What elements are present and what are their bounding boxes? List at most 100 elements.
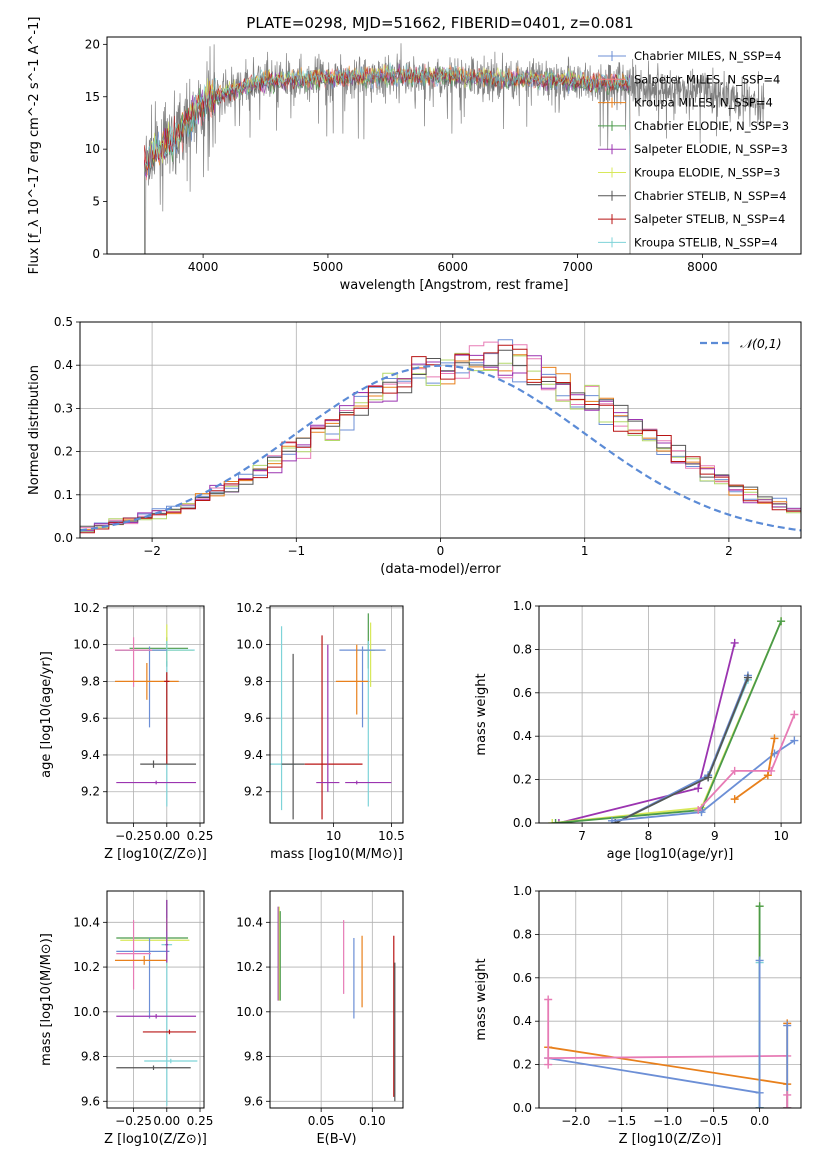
y-tick-label: 20 — [85, 37, 100, 51]
x-tick-label: 7000 — [562, 260, 593, 274]
weight-series-line — [552, 620, 782, 823]
spectrum-panel: 4000 5000 6000 7000 8000 0 5 10 15 20 wavelength [… — [27, 17, 802, 293]
y-tick-label: 9.4 — [244, 748, 263, 762]
x-tick-label: −0.5 — [699, 1114, 728, 1128]
y-tick-label: 10.4 — [73, 915, 100, 929]
y-tick-label: 10.0 — [236, 1005, 263, 1019]
plot-area — [270, 613, 392, 820]
plot-area — [277, 906, 396, 1102]
y-tick-label: 0.4 — [513, 729, 532, 743]
axes-frame — [269, 890, 404, 1109]
y-axis-label: Normed distribution — [27, 365, 42, 495]
model-spectrum-line — [144, 62, 631, 254]
x-tick-label: 6000 — [437, 260, 468, 274]
weight-point-marker — [544, 995, 553, 1004]
y-tick-label: 10.0 — [236, 638, 263, 652]
x-tick-label: −2 — [143, 544, 161, 558]
weight-series-line — [548, 1046, 788, 1085]
residual-histogram-panel: −2 −1 0 1 2 0.0 0.1 0.2 0.3 0.4 0.5 (data-model)/er… — [27, 315, 802, 577]
age-vs-mass-panel: 10 10.5 9.2 9.4 9.6 9.8 10.0 10.2 mass [log10(M/… — [236, 601, 405, 862]
x-axis-label: Z [log10(Z/Z⊙)] — [619, 1132, 722, 1147]
weight-point-marker — [763, 771, 772, 780]
y-tick-label: 0.4 — [54, 358, 73, 372]
x-tick-label: 0.05 — [308, 1114, 335, 1128]
x-tick-label: 4000 — [188, 260, 219, 274]
y-tick-label: 10.4 — [236, 915, 263, 929]
x-axis-label: wavelength [Angstrom, rest frame] — [340, 278, 569, 293]
x-tick-label: 1 — [581, 544, 589, 558]
y-tick-label: 10 — [85, 142, 100, 156]
y-tick-label: 9.4 — [81, 748, 100, 762]
y-axis-label: mass weight — [474, 673, 489, 755]
y-tick-label: 0.8 — [513, 642, 532, 656]
axes-frame — [106, 890, 205, 1109]
observed-spectrum-line — [144, 43, 765, 254]
weight-vs-metallicity-panel: −2.0 −1.5 −1.0 −0.5 0.0 0.0 0.2 0.4 0.6 0.8 1.0 Z [… — [474, 884, 802, 1147]
weight-point-marker — [704, 773, 713, 782]
x-tick-label: 0.00 — [153, 1114, 180, 1128]
y-tick-label: 10.2 — [73, 601, 100, 615]
weight-series-line — [697, 714, 796, 811]
x-axis-label: Z [log10(Z/Z⊙)] — [104, 847, 207, 862]
y-tick-label: 0.2 — [513, 773, 532, 787]
x-tick-label: 7 — [578, 829, 586, 843]
x-axis-label: Z [log10(Z/Z⊙)] — [104, 1132, 207, 1147]
y-tick-label: 0.1 — [54, 488, 73, 502]
axes-frame — [269, 605, 404, 824]
y-axis-label: mass [log10(M/M⊙)] — [39, 933, 54, 1066]
x-tick-label: −0.25 — [115, 1114, 152, 1128]
plot-area — [144, 43, 765, 254]
y-tick-label: 10.2 — [73, 960, 100, 974]
weight-point-marker — [783, 1021, 792, 1030]
legend-entry: Kroupa STELIB, N_SSP=4 — [634, 235, 778, 249]
weight-point-marker — [548, 819, 557, 823]
legend-entry: Kroupa MILES, N_SSP=4 — [634, 96, 773, 110]
y-tick-label: 0.4 — [513, 1014, 532, 1028]
legend-entry: 𝒩(0,1) — [740, 336, 782, 351]
y-tick-label: 5 — [92, 195, 100, 209]
legend-entry: Salpeter MILES, N_SSP=4 — [634, 72, 780, 86]
y-tick-label: 10.2 — [236, 960, 263, 974]
y-tick-label: 0.8 — [513, 927, 532, 941]
mass-vs-metallicity-panel: −0.25 0.00 0.25 9.6 9.8 10.0 10.2 10.4 Z [log10(… — [39, 890, 213, 1147]
y-tick-label: 0.2 — [513, 1058, 532, 1072]
weight-point-marker — [783, 1104, 792, 1108]
x-tick-label: 2 — [725, 544, 733, 558]
y-tick-label: 9.2 — [81, 785, 100, 799]
x-tick-label: 10.5 — [378, 829, 405, 843]
weight-point-marker — [767, 766, 776, 775]
weight-point-marker — [694, 784, 703, 793]
y-axis-label: Flux [f_λ 10^-17 erg cm^-2 s^-1 A^-1] — [27, 17, 42, 275]
weight-series-line — [614, 677, 749, 823]
y-tick-label: 9.8 — [81, 674, 100, 688]
weight-point-marker — [544, 1060, 553, 1069]
y-tick-label: 9.6 — [81, 711, 100, 725]
x-tick-label: 10 — [773, 829, 788, 843]
histogram-step — [80, 344, 801, 538]
plot-area — [548, 617, 799, 823]
axes-frame — [79, 321, 802, 539]
weight-point-marker — [607, 816, 616, 823]
legend-entry: Chabrier STELIB, N_SSP=4 — [634, 189, 786, 203]
x-axis-label: age [log10(age/yr)] — [607, 847, 734, 862]
weight-series-line — [614, 679, 749, 823]
spectrum-legend: Chabrier MILES, N_SSP=4 Salpeter MILES, N… — [598, 49, 789, 249]
weight-point-marker — [755, 956, 764, 965]
age-vs-metallicity-panel: −0.25 0.00 0.25 9.2 9.4 9.6 9.8 10.0 10.2 Z [log1… — [39, 601, 213, 862]
y-tick-label: 9.6 — [81, 1094, 100, 1108]
y-tick-label: 10.2 — [236, 601, 263, 615]
y-tick-label: 10.0 — [73, 638, 100, 652]
weight-point-marker — [730, 766, 739, 775]
y-tick-label: 0.0 — [513, 816, 532, 830]
y-axis-label: age [log10(age/yr)] — [39, 651, 54, 778]
weight-series-line — [548, 1055, 788, 1059]
axes-frame — [106, 36, 802, 255]
weight-point-marker — [790, 736, 799, 745]
x-tick-label: 8 — [645, 829, 653, 843]
x-axis-label: mass [log10(M/M⊙)] — [270, 847, 403, 862]
y-tick-label: 9.8 — [244, 1050, 263, 1064]
plot-area — [544, 902, 792, 1108]
y-axis-label: mass weight — [474, 958, 489, 1040]
x-tick-label: 8000 — [687, 260, 718, 274]
figure-title: PLATE=0298, MJD=51662, FIBERID=0401, z=0… — [246, 14, 633, 32]
